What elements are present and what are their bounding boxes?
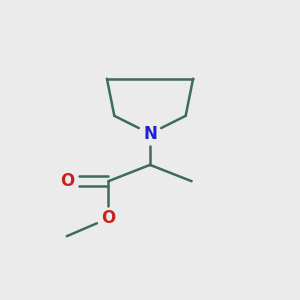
Text: O: O [60,172,74,190]
Text: O: O [101,209,116,227]
Text: N: N [143,125,157,143]
